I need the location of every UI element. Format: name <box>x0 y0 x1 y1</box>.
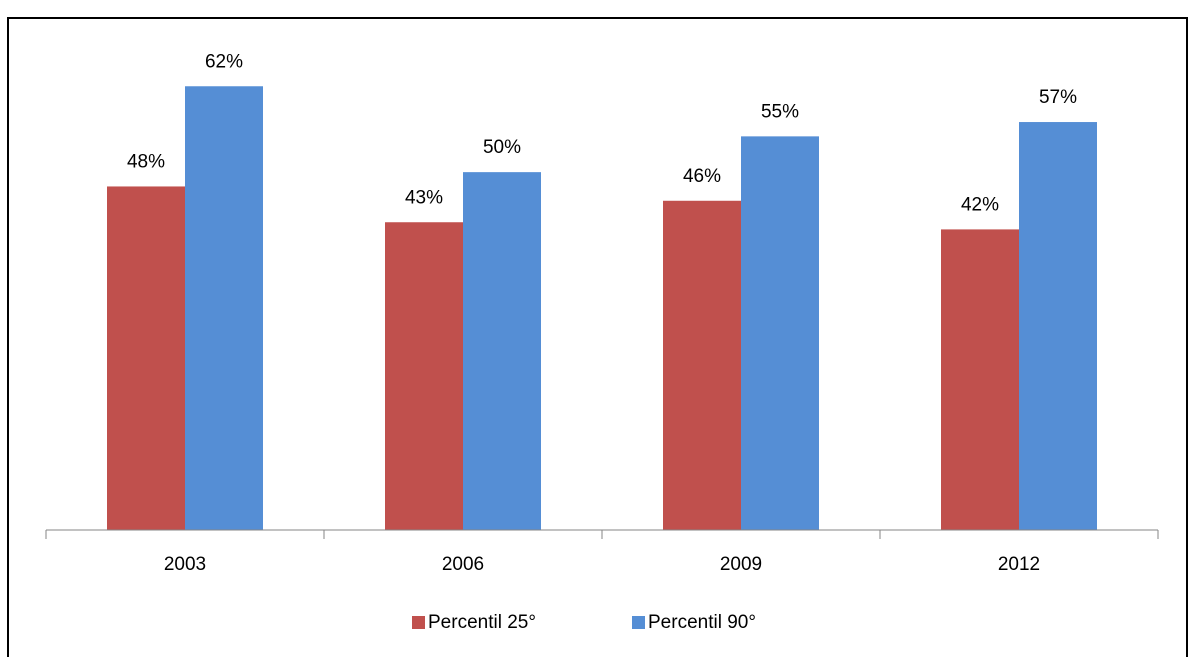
bar <box>185 86 263 530</box>
x-tick-label: 2009 <box>720 554 762 575</box>
data-label: 48% <box>127 151 165 172</box>
data-label: 57% <box>1039 87 1077 108</box>
legend-label: Percentil 90° <box>648 612 756 633</box>
legend-swatch <box>412 616 425 629</box>
x-tick-label: 2012 <box>998 554 1040 575</box>
legend-swatch <box>632 616 645 629</box>
bar <box>741 136 819 530</box>
x-tick-label: 2006 <box>442 554 484 575</box>
bar <box>663 200 741 530</box>
bar <box>941 229 1019 530</box>
bar <box>107 186 185 530</box>
data-label: 42% <box>961 194 999 215</box>
bar <box>1019 122 1097 531</box>
bar <box>385 222 463 530</box>
bar <box>463 172 541 530</box>
data-label: 50% <box>483 137 521 158</box>
x-tick-label: 2003 <box>164 554 206 575</box>
data-label: 62% <box>205 51 243 72</box>
data-label: 55% <box>761 101 799 122</box>
legend-label: Percentil 25° <box>428 612 536 633</box>
data-label: 46% <box>683 166 721 187</box>
data-label: 43% <box>405 187 443 208</box>
